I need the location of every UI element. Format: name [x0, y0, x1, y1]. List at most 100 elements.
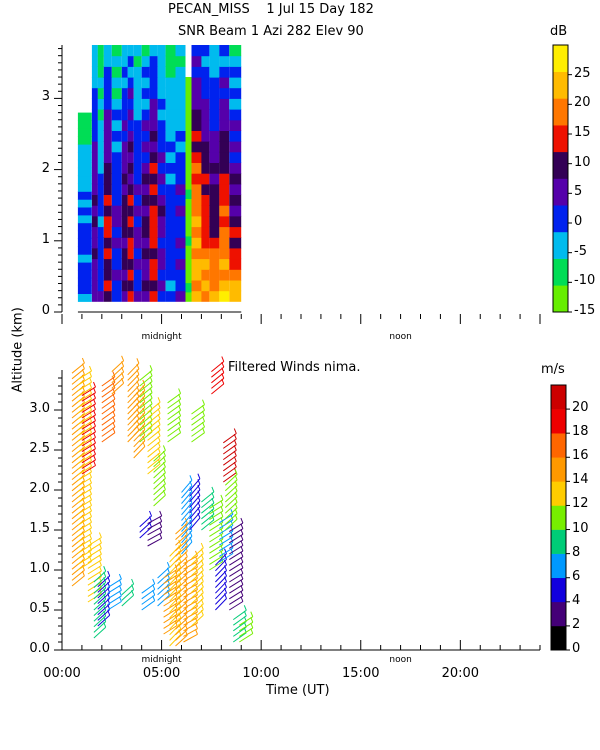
- heatmap-cell: [219, 130, 230, 142]
- wind-barb: [147, 397, 161, 413]
- heatmap-cell: [185, 133, 192, 143]
- heatmap-cell: [165, 151, 176, 163]
- wind-colorbar-tick-label: 14: [572, 472, 589, 488]
- heatmap-cell: [201, 109, 210, 121]
- heatmap-cell: [133, 98, 142, 110]
- heatmap-cell: [149, 141, 158, 153]
- heatmap-cell: [133, 269, 142, 281]
- heatmap-cell: [97, 183, 104, 195]
- wind-barb: [215, 587, 227, 605]
- heatmap-cell: [185, 235, 192, 246]
- heatmap-cell: [209, 130, 220, 142]
- heatmap-cell: [219, 183, 230, 195]
- heatmap-cell: [111, 215, 122, 228]
- wind-colorbar-tick-label: 4: [572, 592, 581, 608]
- heatmap-cell: [121, 290, 128, 302]
- heatmap-cell: [133, 87, 142, 99]
- heatmap-cell: [209, 173, 220, 185]
- wind-barb: [223, 428, 237, 444]
- heatmap-cell: [201, 258, 210, 270]
- heatmap-cell: [127, 141, 134, 153]
- heatmap-cell: [97, 269, 104, 281]
- heatmap-cell: [97, 119, 104, 131]
- heatmap-cell: [91, 119, 98, 131]
- heatmap-cell: [191, 119, 202, 131]
- wind-barb: [133, 430, 146, 448]
- heatmap-cell: [185, 245, 192, 256]
- heatmap-cell: [229, 141, 242, 153]
- heatmap-cell: [191, 173, 202, 185]
- heatmap-cell: [77, 183, 92, 192]
- snr-y-tick-label: 0: [41, 303, 50, 318]
- heatmap-cell: [175, 215, 186, 228]
- heatmap-cell: [219, 66, 230, 78]
- wind-colorbar-swatch: [551, 409, 566, 434]
- heatmap-cell: [191, 215, 202, 228]
- heatmap-cell: [111, 109, 122, 121]
- heatmap-cell: [121, 55, 128, 67]
- heatmap-cell: [209, 183, 220, 195]
- heatmap-cell: [157, 183, 166, 195]
- wind-barbs: [71, 355, 254, 647]
- heatmap-cell: [229, 280, 242, 292]
- heatmap-cell: [97, 66, 104, 78]
- heatmap-cell: [111, 280, 122, 292]
- heatmap-cell: [77, 254, 92, 263]
- wind-colorbar-unit: m/s: [541, 362, 565, 377]
- heatmap-cell: [209, 109, 220, 121]
- heatmap-cell: [77, 144, 92, 153]
- heatmap-cell: [185, 282, 192, 293]
- wind-barb: [77, 365, 92, 381]
- wind-barb: [97, 570, 111, 588]
- heatmap-cell: [209, 141, 220, 153]
- heatmap-cell: [127, 98, 134, 110]
- heatmap-cell: [91, 173, 98, 185]
- heatmap-cell: [149, 173, 158, 185]
- heatmap-cell: [97, 290, 104, 302]
- heatmap-cell: [201, 280, 210, 292]
- heatmap-cell: [97, 77, 104, 89]
- heatmap-cell: [219, 237, 230, 249]
- heatmap-cell: [133, 183, 142, 195]
- wind-colorbar-tick-label: 20: [572, 400, 589, 416]
- heatmap-cell: [77, 246, 92, 255]
- heatmap-cell: [229, 98, 242, 110]
- wind-barb: [215, 582, 227, 600]
- heatmap-cell: [91, 109, 98, 121]
- heatmap-cell: [121, 151, 128, 163]
- wind-colorbar-tick-label: 6: [572, 568, 581, 584]
- heatmap-cell: [127, 162, 134, 174]
- wind-colorbar-swatch: [551, 553, 566, 579]
- wind-y-tick-label: 0.5: [29, 601, 50, 616]
- heatmap-cell: [219, 109, 230, 121]
- heatmap-cell: [157, 119, 166, 131]
- heatmap-cell: [201, 87, 210, 99]
- heatmap-cell: [149, 280, 158, 292]
- wind-noon-label: noon: [389, 655, 412, 665]
- wind-barb: [127, 391, 140, 409]
- heatmap-cell: [77, 293, 92, 302]
- heatmap-cell: [127, 205, 134, 217]
- heatmap-cell: [97, 151, 104, 163]
- heatmap-cell: [141, 280, 150, 292]
- heatmap-cell: [127, 55, 134, 67]
- wind-x-tick-label: 00:00: [43, 666, 81, 681]
- wind-colorbar-tick-label: 8: [572, 544, 581, 560]
- heatmap-cell: [219, 247, 230, 260]
- wind-barb: [87, 532, 102, 547]
- snr-colorbar-swatch: [553, 178, 568, 206]
- heatmap-cell: [175, 141, 186, 153]
- wind-barb: [111, 361, 125, 378]
- heatmap-cell: [121, 226, 128, 238]
- heatmap-cell: [209, 119, 220, 131]
- heatmap-cell: [97, 141, 104, 153]
- heatmap-cell: [229, 45, 242, 57]
- header-line2: SNR Beam 1 Azi 282 Elev 90: [178, 24, 364, 39]
- heatmap-cell: [209, 55, 220, 67]
- heatmap-cell: [97, 205, 104, 217]
- heatmap-cell: [191, 183, 202, 195]
- wind-barb: [201, 486, 215, 503]
- heatmap-cell: [103, 258, 112, 270]
- heatmap-cell: [91, 205, 98, 217]
- heatmap-cell: [111, 183, 122, 195]
